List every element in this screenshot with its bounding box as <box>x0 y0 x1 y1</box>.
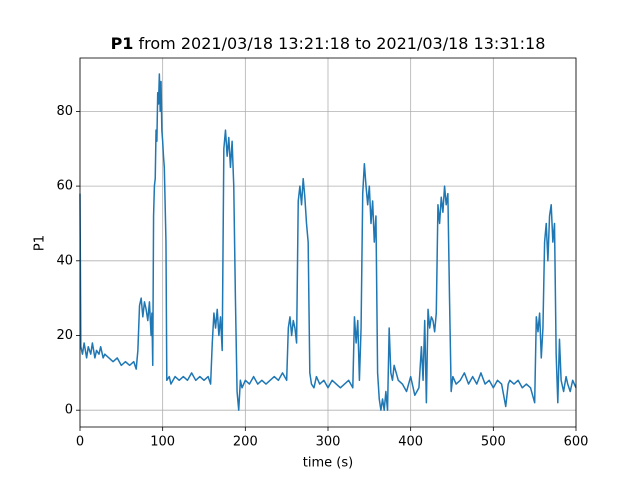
plot-frame <box>79 57 577 428</box>
chart-title: P1 from 2021/03/18 13:21:18 to 2021/03/1… <box>111 34 546 53</box>
data-line <box>79 73 577 411</box>
title-name: P1 <box>111 34 134 53</box>
x-tick-label: 100 <box>150 435 175 450</box>
x-tick-label: 500 <box>481 435 506 450</box>
y-axis-label: P1 <box>33 235 48 251</box>
y-tick-label: 60 <box>56 179 73 194</box>
y-tick-label: 0 <box>65 403 73 418</box>
y-tick-label: 20 <box>56 328 73 343</box>
y-tick-label: 40 <box>56 253 73 268</box>
y-tick-label: 80 <box>56 104 73 119</box>
x-axis-label: time (s) <box>303 456 353 471</box>
x-tick-label: 300 <box>316 435 341 450</box>
x-tick-label: 200 <box>233 435 258 450</box>
title-text: from 2021/03/18 13:21:18 to 2021/03/18 1… <box>139 34 546 53</box>
x-tick-label: 0 <box>76 435 84 450</box>
x-tick-label: 600 <box>564 435 589 450</box>
x-tick-label: 400 <box>398 435 423 450</box>
